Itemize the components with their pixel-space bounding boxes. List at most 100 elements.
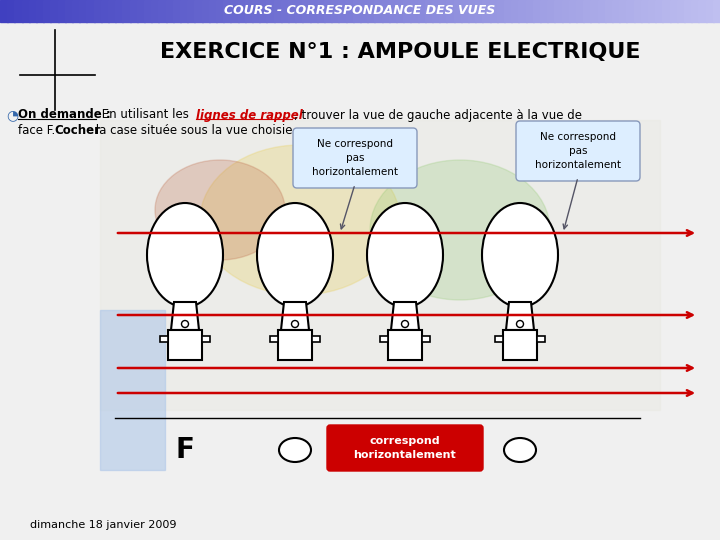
Bar <box>238 0 246 22</box>
Bar <box>382 0 390 22</box>
Polygon shape <box>383 428 427 438</box>
Bar <box>209 0 217 22</box>
Ellipse shape <box>200 145 400 295</box>
Ellipse shape <box>147 203 223 307</box>
Text: F: F <box>176 436 194 464</box>
Bar <box>274 0 282 22</box>
Bar <box>380 336 388 342</box>
Bar <box>278 330 312 360</box>
Bar <box>137 0 145 22</box>
Text: la case située sous la vue choisie.: la case située sous la vue choisie. <box>92 125 296 138</box>
Bar <box>302 0 310 22</box>
Bar <box>100 310 165 470</box>
Bar <box>144 0 152 22</box>
Bar <box>547 0 555 22</box>
Bar <box>324 0 332 22</box>
Bar <box>475 0 483 22</box>
Text: correspond
horizontalement: correspond horizontalement <box>354 436 456 460</box>
Ellipse shape <box>181 321 189 327</box>
Text: Ne correspond
pas
horizontalement: Ne correspond pas horizontalement <box>312 139 398 177</box>
Bar <box>626 0 634 22</box>
Bar <box>338 0 346 22</box>
Ellipse shape <box>257 203 333 307</box>
Bar <box>389 0 397 22</box>
Bar <box>202 336 210 342</box>
Bar <box>115 0 123 22</box>
Bar <box>216 0 224 22</box>
Bar <box>65 0 73 22</box>
Bar <box>598 0 606 22</box>
Bar <box>0 0 8 22</box>
Text: , trouver la vue de gauche adjacente à la vue de: , trouver la vue de gauche adjacente à l… <box>294 109 582 122</box>
Bar <box>180 0 188 22</box>
Polygon shape <box>171 302 199 330</box>
Bar <box>266 0 274 22</box>
Bar <box>670 0 678 22</box>
Bar <box>677 0 685 22</box>
Text: EXERCICE N°1 : AMPOULE ELECTRIQUE: EXERCICE N°1 : AMPOULE ELECTRIQUE <box>160 42 640 62</box>
Bar <box>168 330 202 360</box>
Bar <box>648 0 656 22</box>
Bar <box>511 0 519 22</box>
Bar <box>360 0 368 22</box>
Bar <box>194 0 202 22</box>
Bar <box>245 0 253 22</box>
Bar <box>482 0 490 22</box>
Ellipse shape <box>389 438 421 462</box>
Bar <box>331 0 339 22</box>
Ellipse shape <box>482 203 558 307</box>
Polygon shape <box>506 302 534 330</box>
Bar <box>158 0 166 22</box>
Bar <box>605 0 613 22</box>
Bar <box>468 0 476 22</box>
Bar <box>58 0 66 22</box>
Bar <box>130 0 138 22</box>
Bar <box>43 0 51 22</box>
Bar <box>540 0 548 22</box>
Bar <box>569 0 577 22</box>
Ellipse shape <box>279 438 311 462</box>
Bar <box>691 0 699 22</box>
Bar <box>353 0 361 22</box>
Bar <box>396 0 404 22</box>
Text: En utilisant les: En utilisant les <box>98 109 193 122</box>
Bar <box>101 0 109 22</box>
Bar <box>72 0 80 22</box>
Bar <box>446 0 454 22</box>
Text: face F.: face F. <box>18 125 59 138</box>
Ellipse shape <box>516 321 523 327</box>
Bar <box>698 0 706 22</box>
Bar <box>410 0 418 22</box>
Bar <box>554 0 562 22</box>
Bar <box>173 0 181 22</box>
Polygon shape <box>281 302 309 330</box>
FancyBboxPatch shape <box>516 121 640 181</box>
Bar <box>425 0 433 22</box>
Bar <box>518 0 526 22</box>
Bar <box>160 336 168 342</box>
Text: dimanche 18 janvier 2009: dimanche 18 janvier 2009 <box>30 520 176 530</box>
Bar <box>79 0 87 22</box>
Bar <box>634 0 642 22</box>
Bar <box>166 0 174 22</box>
FancyBboxPatch shape <box>327 425 483 471</box>
Bar <box>367 0 375 22</box>
Text: ◔: ◔ <box>6 108 18 122</box>
Bar <box>583 0 591 22</box>
Bar <box>590 0 598 22</box>
Bar <box>14 0 22 22</box>
Bar <box>684 0 692 22</box>
Bar <box>100 120 660 410</box>
Bar <box>94 0 102 22</box>
Ellipse shape <box>155 160 285 260</box>
Bar <box>281 0 289 22</box>
Bar <box>503 330 537 360</box>
Text: Ne correspond
pas
horizontalement: Ne correspond pas horizontalement <box>535 132 621 170</box>
Bar <box>50 0 58 22</box>
Bar <box>641 0 649 22</box>
Bar <box>270 336 278 342</box>
Ellipse shape <box>402 321 408 327</box>
Bar <box>230 0 238 22</box>
Bar <box>454 0 462 22</box>
Bar <box>252 0 260 22</box>
